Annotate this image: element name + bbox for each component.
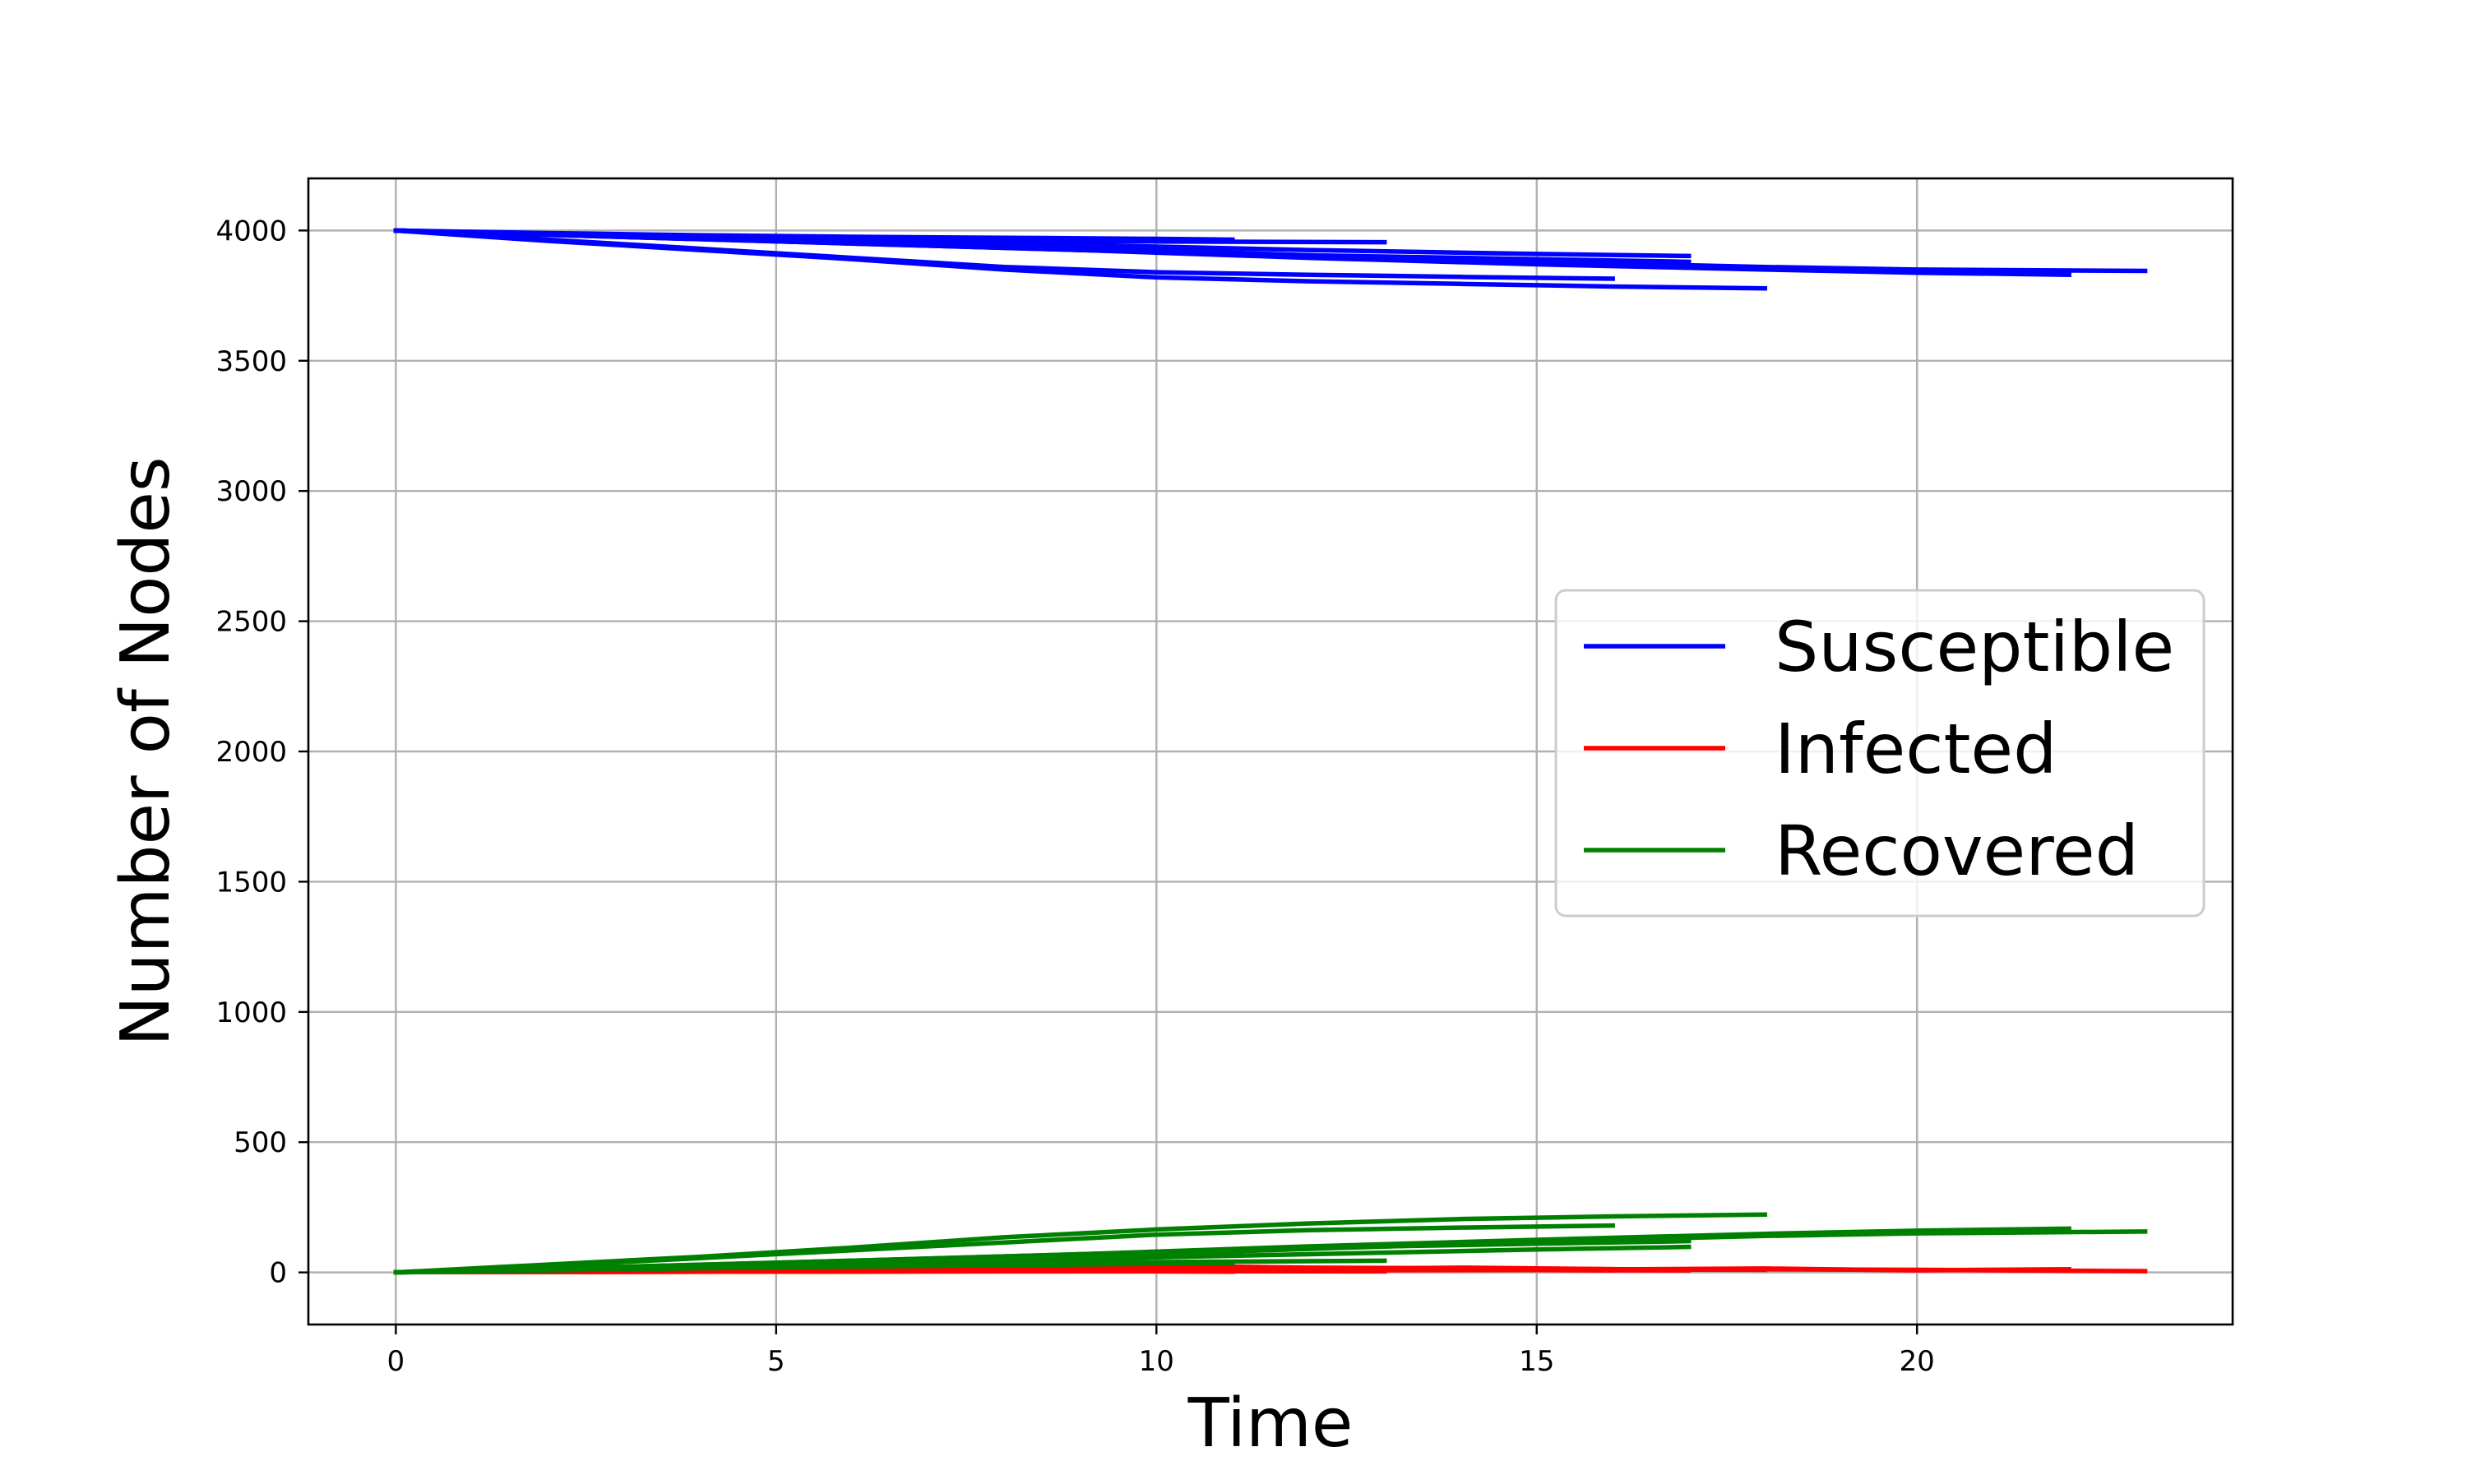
y-tick-label: 0	[269, 1257, 287, 1290]
susceptible-line	[393, 228, 1767, 291]
y-tick-label: 1500	[215, 866, 287, 899]
legend-label-susceptible: Susceptible	[1775, 607, 2174, 687]
recovered-line	[393, 1212, 1767, 1275]
axis-ticks: 0 5 10 15 20 0 500 1000 1500 2000 2500 3000 3500 4000	[215, 215, 1934, 1378]
legend: Susceptible Infected Recovered	[1554, 589, 2205, 918]
x-tick-label: 15	[1519, 1345, 1554, 1378]
y-tick-label: 3500	[215, 345, 287, 378]
y-tick-label: 3000	[215, 475, 287, 508]
legend-box	[1554, 589, 2205, 918]
series-recovered	[393, 1212, 2148, 1275]
x-tick-label: 5	[767, 1345, 785, 1378]
legend-label-infected: Infected	[1775, 709, 2057, 789]
recovered-line	[393, 1260, 1235, 1275]
recovered-line	[393, 1229, 2148, 1275]
x-tick-label: 20	[1900, 1345, 1935, 1378]
x-tick-label: 0	[387, 1345, 405, 1378]
series-susceptible	[393, 228, 2148, 291]
y-axis-label: Number of Nodes	[107, 456, 185, 1046]
y-tick-label: 4000	[215, 215, 287, 247]
y-tick-label: 500	[234, 1126, 287, 1159]
y-tick-label: 2500	[215, 606, 287, 639]
x-axis-label: Time	[1187, 1385, 1354, 1463]
legend-label-recovered: Recovered	[1775, 811, 2139, 891]
x-tick-label: 10	[1139, 1345, 1174, 1378]
series-lines	[393, 228, 2148, 1275]
y-tick-label: 2000	[215, 736, 287, 769]
y-tick-label: 1000	[215, 996, 287, 1029]
susceptible-line	[393, 228, 1235, 243]
